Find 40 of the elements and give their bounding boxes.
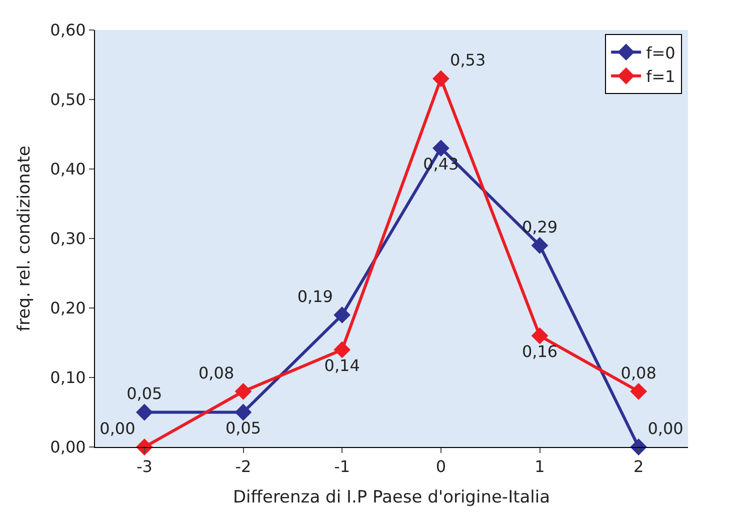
y-axis-title: freq. rel. condizionate: [14, 146, 35, 332]
point: [234, 382, 252, 400]
point: [531, 327, 548, 344]
y-tick-label: 0,30: [50, 229, 86, 248]
point: [234, 404, 252, 421]
point: [432, 140, 450, 157]
data-label: 0,08: [620, 363, 656, 382]
point: [136, 438, 153, 456]
data-label: 0,00: [100, 418, 136, 438]
data-label: 0,05: [126, 384, 162, 404]
data-label: 0,14: [324, 356, 360, 375]
y-tick-label: 0,00: [50, 438, 86, 457]
point: [334, 341, 351, 358]
point: [531, 237, 548, 254]
data-label: 0,53: [450, 50, 486, 70]
data-label: 0,16: [522, 342, 558, 361]
x-axis-title: Differenza di I.P Paese d'origine-Italia: [232, 488, 550, 508]
point: [334, 306, 351, 324]
point: [136, 404, 153, 421]
legend-label: f=1: [646, 67, 676, 86]
data-label: 0,08: [198, 363, 234, 382]
y-tick-label: 0,40: [50, 160, 86, 179]
data-label: 0,29: [522, 217, 558, 236]
point: [630, 382, 648, 400]
y-tick-label: 0,60: [50, 20, 86, 40]
y-tick-label: 0,50: [50, 90, 86, 110]
x-tick-label: -1: [334, 457, 350, 476]
x-tick-label: -3: [136, 457, 152, 476]
x-tick-label: 0: [436, 457, 446, 476]
point: [630, 438, 648, 456]
x-tick-label: 2: [633, 457, 644, 476]
y-tick-label: 0,10: [50, 368, 86, 388]
x-tick-label: -2: [235, 457, 252, 476]
data-label: 0,19: [297, 286, 333, 306]
data-label: 0,00: [648, 418, 684, 438]
y-tick-label: 0,20: [50, 298, 86, 318]
data-label: 0,05: [225, 418, 262, 438]
legend-label: f=0: [646, 43, 676, 62]
x-tick-label: 1: [534, 457, 545, 476]
point: [432, 70, 450, 88]
